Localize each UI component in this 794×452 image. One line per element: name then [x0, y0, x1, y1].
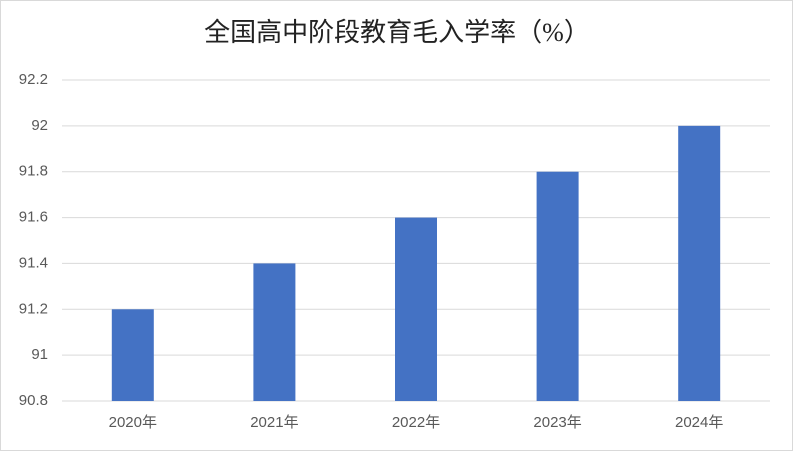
bar: [678, 125, 721, 401]
x-tick-label: 2023年: [533, 414, 581, 431]
y-tick-label: 91.4: [19, 254, 48, 271]
y-tick-label: 91.2: [19, 300, 48, 317]
chart-title: 全国高中阶段教育毛入学率（%）: [204, 18, 590, 47]
x-tick-label: 2024年: [675, 414, 723, 431]
y-tick-label: 92: [31, 117, 48, 134]
bar: [253, 263, 296, 401]
bar: [536, 171, 579, 401]
y-tick-label: 91: [31, 346, 48, 363]
bar: [395, 217, 437, 401]
y-tick-label: 91.6: [19, 209, 48, 226]
y-tick-label: 90.8: [19, 392, 48, 409]
bar: [111, 309, 154, 401]
y-tick-label: 92.2: [19, 71, 48, 88]
x-tick-label: 2022年: [392, 414, 440, 431]
x-tick-label: 2021年: [250, 414, 298, 431]
x-tick-label: 2020年: [109, 414, 157, 431]
y-tick-label: 91.8: [19, 163, 48, 180]
